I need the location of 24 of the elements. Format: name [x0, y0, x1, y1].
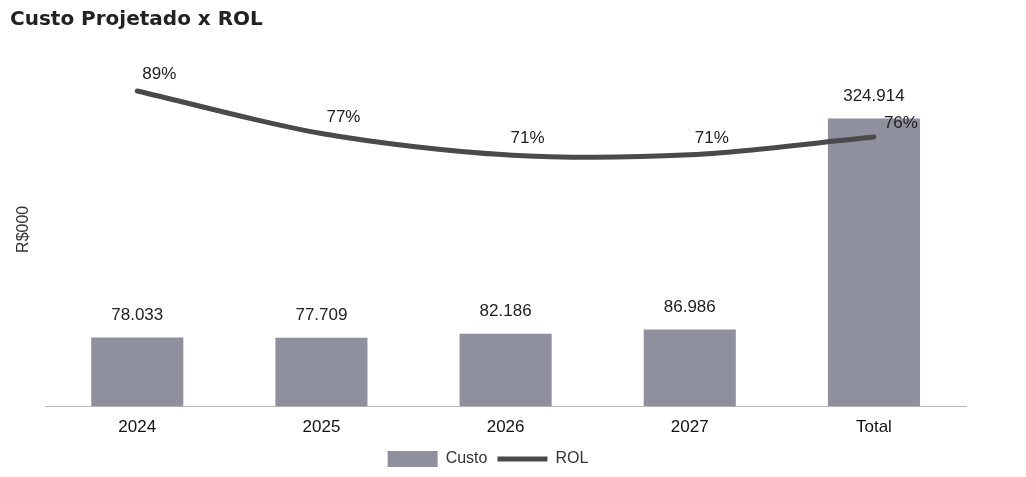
bar — [827, 118, 920, 407]
legend-label: Custo — [445, 449, 488, 467]
x-tick-label: 2024 — [118, 417, 157, 437]
x-tick-label: 2027 — [670, 417, 709, 437]
y-axis-title: R$000 — [14, 205, 32, 253]
data-label: 77% — [326, 106, 361, 126]
data-label: 71% — [510, 128, 545, 148]
x-tick-label: 2025 — [302, 417, 341, 437]
bar — [459, 333, 552, 407]
data-label: 71% — [694, 128, 729, 148]
bar — [275, 337, 368, 407]
data-label: 76% — [883, 112, 918, 132]
data-label: 324.914 — [843, 85, 905, 105]
x-tick-label: 2026 — [486, 417, 525, 437]
bar — [643, 329, 736, 407]
bar — [91, 337, 184, 407]
legend-label: ROL — [555, 449, 589, 467]
chart-title: Custo Projetado x ROL — [10, 6, 264, 31]
data-label: 77.709 — [295, 304, 348, 324]
data-label: 78.033 — [111, 304, 164, 324]
data-label: 82.186 — [479, 300, 532, 320]
data-label: 89% — [142, 64, 177, 84]
data-label: 86.986 — [663, 296, 716, 316]
x-tick-label: Total — [855, 417, 892, 437]
